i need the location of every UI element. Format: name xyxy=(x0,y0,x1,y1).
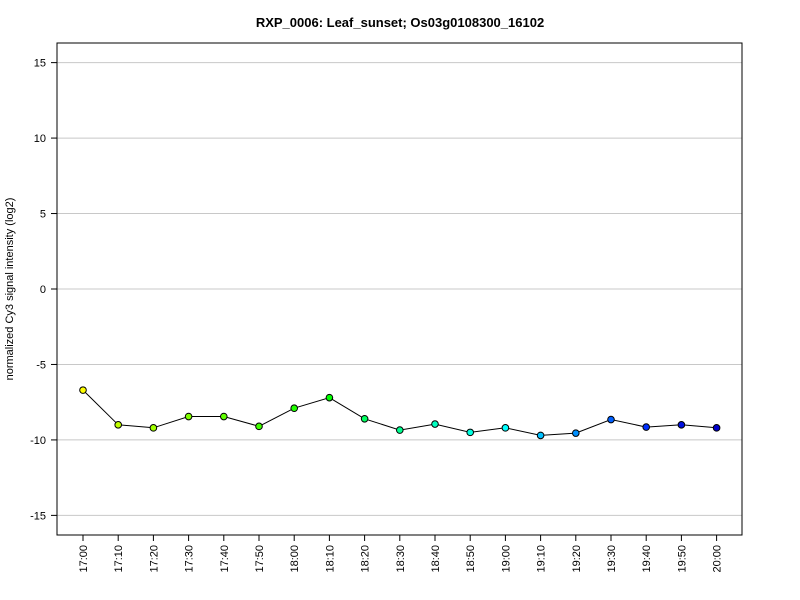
y-tick-label: 0 xyxy=(40,284,46,296)
x-tick-label: 18:20 xyxy=(360,545,372,573)
x-tick-label: 18:30 xyxy=(395,545,407,573)
data-point xyxy=(607,415,615,424)
x-tick-label: 19:20 xyxy=(571,545,583,573)
data-point xyxy=(220,412,228,421)
data-point xyxy=(501,424,510,432)
x-tick-label: 19:10 xyxy=(536,545,548,573)
grid-lines xyxy=(57,62,742,516)
x-tick-label: 17:40 xyxy=(219,545,231,573)
x-tick-label: 18:50 xyxy=(465,545,477,573)
data-point xyxy=(677,421,686,429)
data-point xyxy=(184,412,193,421)
x-tick-label: 20:00 xyxy=(712,545,724,573)
x-tick-label: 18:00 xyxy=(289,545,301,573)
x-tick-label: 19:50 xyxy=(676,545,688,573)
data-point xyxy=(642,423,651,431)
data-point xyxy=(360,414,369,423)
data-point xyxy=(255,422,263,431)
y-tick-label: 15 xyxy=(34,58,46,70)
y-tick-label: -15 xyxy=(30,510,46,522)
x-tick-label: 17:30 xyxy=(184,545,196,573)
data-point xyxy=(536,431,545,440)
chart-title: RXP_0006: Leaf_sunset; Os03g0108300_1610… xyxy=(256,15,544,30)
x-tick-label: 17:20 xyxy=(148,545,160,573)
x-tick-label: 19:00 xyxy=(500,545,512,573)
data-point xyxy=(325,393,334,402)
data-point xyxy=(290,404,299,413)
x-tick-label: 19:40 xyxy=(641,545,653,573)
x-tick-label: 18:40 xyxy=(430,545,442,573)
y-tick-label: -5 xyxy=(36,359,46,371)
data-point xyxy=(114,421,122,429)
x-tick-label: 19:30 xyxy=(606,545,618,573)
data-point xyxy=(431,420,439,428)
data-point xyxy=(712,424,721,432)
y-tick-label: -10 xyxy=(30,435,46,447)
data-point xyxy=(466,428,475,437)
x-tick-label: 17:00 xyxy=(78,545,90,573)
x-axis: 17:00 17:10 17:20 17:30 17:40 17:50 18:00 18:10… xyxy=(78,535,724,573)
y-axis-label: normalized Cy3 signal intensity (log2) xyxy=(4,198,16,381)
y-tick-label: 10 xyxy=(34,133,46,145)
y-axis: -15 -10 -5 0 5 10 15 xyxy=(30,58,57,522)
data-point xyxy=(396,426,404,434)
x-tick-label: 18:10 xyxy=(324,545,336,573)
x-tick-label: 17:10 xyxy=(113,545,125,573)
data-point xyxy=(572,429,580,437)
data-point xyxy=(149,424,158,432)
y-tick-label: 5 xyxy=(40,209,46,221)
data-series xyxy=(79,386,721,440)
data-point xyxy=(79,386,87,394)
x-tick-label: 17:50 xyxy=(254,545,266,573)
